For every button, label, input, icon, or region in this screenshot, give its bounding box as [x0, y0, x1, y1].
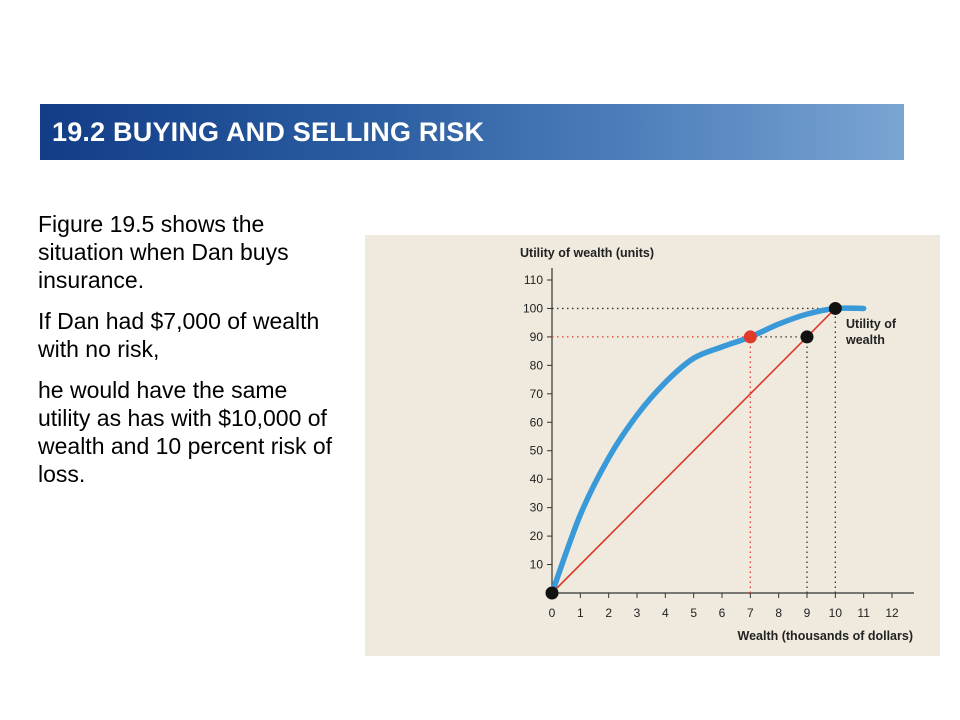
x-tick-label: 3	[634, 606, 641, 620]
x-tick-label: 8	[775, 606, 782, 620]
x-axis-title: Wealth (thousands of dollars)	[738, 629, 913, 643]
x-tick-label: 1	[577, 606, 584, 620]
paragraph-2: If Dan had $7,000 of wealth with no risk…	[38, 308, 320, 362]
body-text: Figure 19.5 shows the situation when Dan…	[38, 210, 338, 501]
curve-label: wealth	[845, 333, 885, 347]
y-tick-label: 110	[524, 273, 543, 287]
x-tick-label: 6	[719, 606, 726, 620]
x-tick-label: 7	[747, 606, 754, 620]
y-tick-label: 30	[530, 501, 544, 515]
x-tick-label: 9	[804, 606, 811, 620]
x-tick-label: 10	[829, 606, 843, 620]
paragraph-3: he would have the same utility as has wi…	[38, 377, 333, 487]
utility-curve	[549, 305, 867, 596]
x-tick-label: 11	[857, 606, 870, 620]
x-tick-label: 12	[885, 606, 899, 620]
y-tick-label: 90	[530, 330, 544, 344]
slide-title: 19.2 BUYING AND SELLING RISK	[52, 116, 485, 147]
figure-panel: 10 20 30 40 50 60 70 80 90 100 110 0 1 2 3 4 5 6 7 8 9 10 11 12…	[365, 235, 940, 656]
y-tick-label: 40	[530, 472, 544, 486]
y-tick-label: 70	[530, 387, 544, 401]
curve-label: Utility of	[846, 317, 897, 331]
x-tick-label: 5	[690, 606, 697, 620]
data-point	[800, 330, 814, 344]
x-tick-label: 4	[662, 606, 669, 620]
data-point	[545, 586, 559, 600]
straight-line-series	[551, 307, 837, 594]
y-tick-label: 10	[530, 558, 544, 572]
y-axis-title: Utility of wealth (units)	[520, 246, 654, 260]
data-point	[828, 301, 842, 315]
y-tick-label: 100	[523, 301, 543, 315]
x-tick-label: 2	[605, 606, 612, 620]
paragraph-1: Figure 19.5 shows the situation when Dan…	[38, 211, 289, 293]
title-bar: 19.2 BUYING AND SELLING RISK	[40, 104, 904, 160]
y-tick-label: 50	[530, 444, 544, 458]
y-tick-label: 80	[530, 358, 544, 372]
data-point	[743, 330, 757, 344]
y-tick-label: 60	[530, 415, 544, 429]
y-tick-label: 20	[530, 529, 544, 543]
x-tick-label: 0	[549, 606, 556, 620]
